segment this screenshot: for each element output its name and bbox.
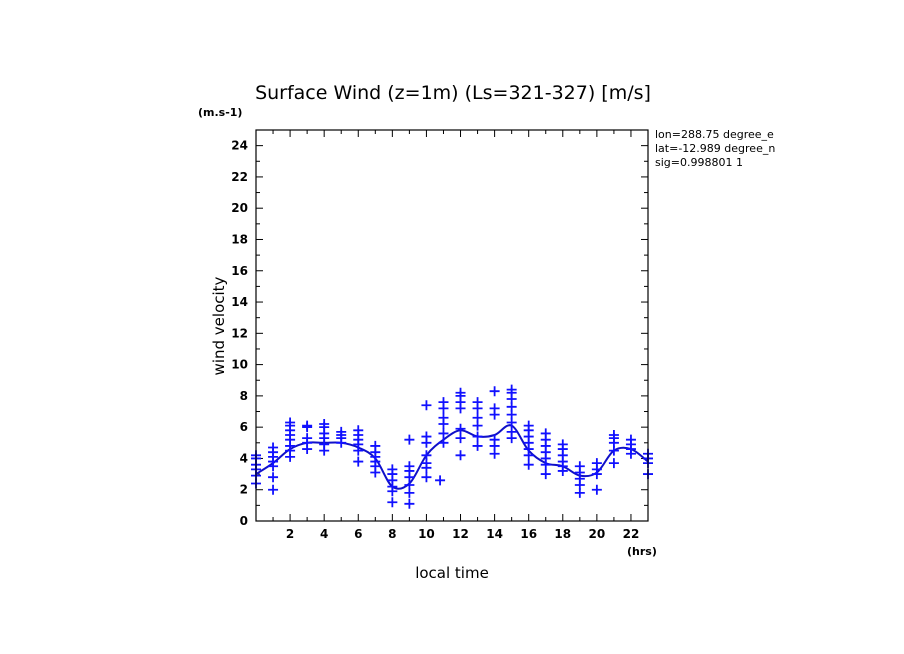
sample-point bbox=[370, 440, 381, 451]
sample-point bbox=[574, 461, 585, 472]
x-axis: 2 4 6 8 10 12 14 16 18 20 22 bbox=[272, 130, 640, 541]
y-tick-label: 16 bbox=[231, 264, 248, 278]
sample-point bbox=[435, 475, 446, 486]
sample-point bbox=[421, 400, 432, 411]
sample-point bbox=[302, 433, 313, 444]
sample-point bbox=[404, 461, 415, 472]
x-tick-label: 12 bbox=[452, 527, 469, 541]
x-tick-label: 4 bbox=[320, 527, 328, 541]
sample-point bbox=[591, 458, 602, 469]
sample-point bbox=[387, 464, 398, 475]
sample-point bbox=[472, 440, 483, 451]
sample-point bbox=[523, 420, 534, 431]
sample-point bbox=[472, 431, 483, 442]
y-tick-label: 10 bbox=[231, 358, 248, 372]
sample-point bbox=[387, 497, 398, 508]
wind-samples bbox=[251, 384, 653, 509]
sample-point bbox=[285, 417, 296, 428]
sample-point bbox=[336, 426, 347, 437]
x-tick-label: 18 bbox=[554, 527, 571, 541]
x-tick-label: 2 bbox=[286, 527, 294, 541]
sample-point bbox=[472, 397, 483, 408]
sample-point bbox=[421, 431, 432, 442]
sample-point bbox=[608, 429, 619, 440]
plot-frame bbox=[255, 129, 649, 522]
sample-point bbox=[421, 450, 432, 461]
x-axis-label: local time bbox=[415, 564, 489, 582]
sample-point bbox=[472, 412, 483, 423]
x-unit-label: (hrs) bbox=[627, 545, 657, 558]
sample-point bbox=[540, 469, 551, 480]
y-tick-label: 0 bbox=[240, 514, 248, 528]
chart-title: Surface Wind (z=1m) (Ls=321-327) [m/s] bbox=[255, 82, 651, 104]
y-tick-label: 4 bbox=[240, 451, 248, 465]
sample-point bbox=[438, 437, 449, 448]
sample-point bbox=[455, 433, 466, 444]
sample-point bbox=[353, 456, 364, 467]
x-tick-label: 10 bbox=[418, 527, 435, 541]
y-tick-label: 20 bbox=[231, 201, 248, 215]
y-tick-label: 22 bbox=[231, 170, 248, 184]
y-tick-label: 8 bbox=[240, 389, 248, 403]
sample-point bbox=[625, 434, 636, 445]
sample-point bbox=[404, 498, 415, 509]
x-tick-label: 6 bbox=[354, 527, 362, 541]
sample-point bbox=[506, 426, 517, 437]
sample-point bbox=[438, 397, 449, 408]
y-tick-label: 2 bbox=[240, 483, 248, 497]
sample-point bbox=[404, 434, 415, 445]
y-tick-label: 12 bbox=[231, 326, 248, 340]
y-axis-label: wind velocity bbox=[210, 276, 228, 375]
sample-point bbox=[455, 387, 466, 398]
x-tick-label: 8 bbox=[388, 527, 396, 541]
mean-wind-line bbox=[255, 424, 649, 490]
sample-point bbox=[540, 428, 551, 439]
sample-point bbox=[438, 428, 449, 439]
y-tick-label: 18 bbox=[231, 232, 248, 246]
sample-point bbox=[608, 458, 619, 469]
sample-point bbox=[319, 419, 330, 430]
sample-point bbox=[591, 484, 602, 495]
sample-point bbox=[523, 459, 534, 470]
y-tick-label: 6 bbox=[240, 420, 248, 434]
sample-point bbox=[557, 439, 568, 450]
sample-point bbox=[268, 484, 279, 495]
sample-point bbox=[302, 420, 313, 431]
sample-point bbox=[489, 386, 500, 397]
info-sig: sig=0.998801 1 bbox=[655, 156, 743, 169]
x-tick-label: 16 bbox=[520, 527, 537, 541]
y-tick-label: 24 bbox=[231, 139, 248, 153]
sample-point bbox=[268, 472, 279, 483]
x-tick-label: 14 bbox=[486, 527, 503, 541]
sample-point bbox=[268, 442, 279, 453]
y-unit-label: (m.s-1) bbox=[198, 106, 242, 119]
sample-point bbox=[353, 425, 364, 436]
sample-point bbox=[489, 403, 500, 414]
x-tick-label: 22 bbox=[623, 527, 640, 541]
sample-point bbox=[455, 423, 466, 434]
x-tick-label: 20 bbox=[589, 527, 606, 541]
sample-point bbox=[438, 412, 449, 423]
info-lon: lon=288.75 degree_e bbox=[655, 128, 774, 141]
info-lat: lat=-12.989 degree_n bbox=[655, 142, 775, 155]
sample-point bbox=[455, 450, 466, 461]
sample-point bbox=[506, 384, 517, 395]
y-tick-label: 14 bbox=[231, 295, 248, 309]
sample-point bbox=[489, 434, 500, 445]
sample-point bbox=[421, 472, 432, 483]
